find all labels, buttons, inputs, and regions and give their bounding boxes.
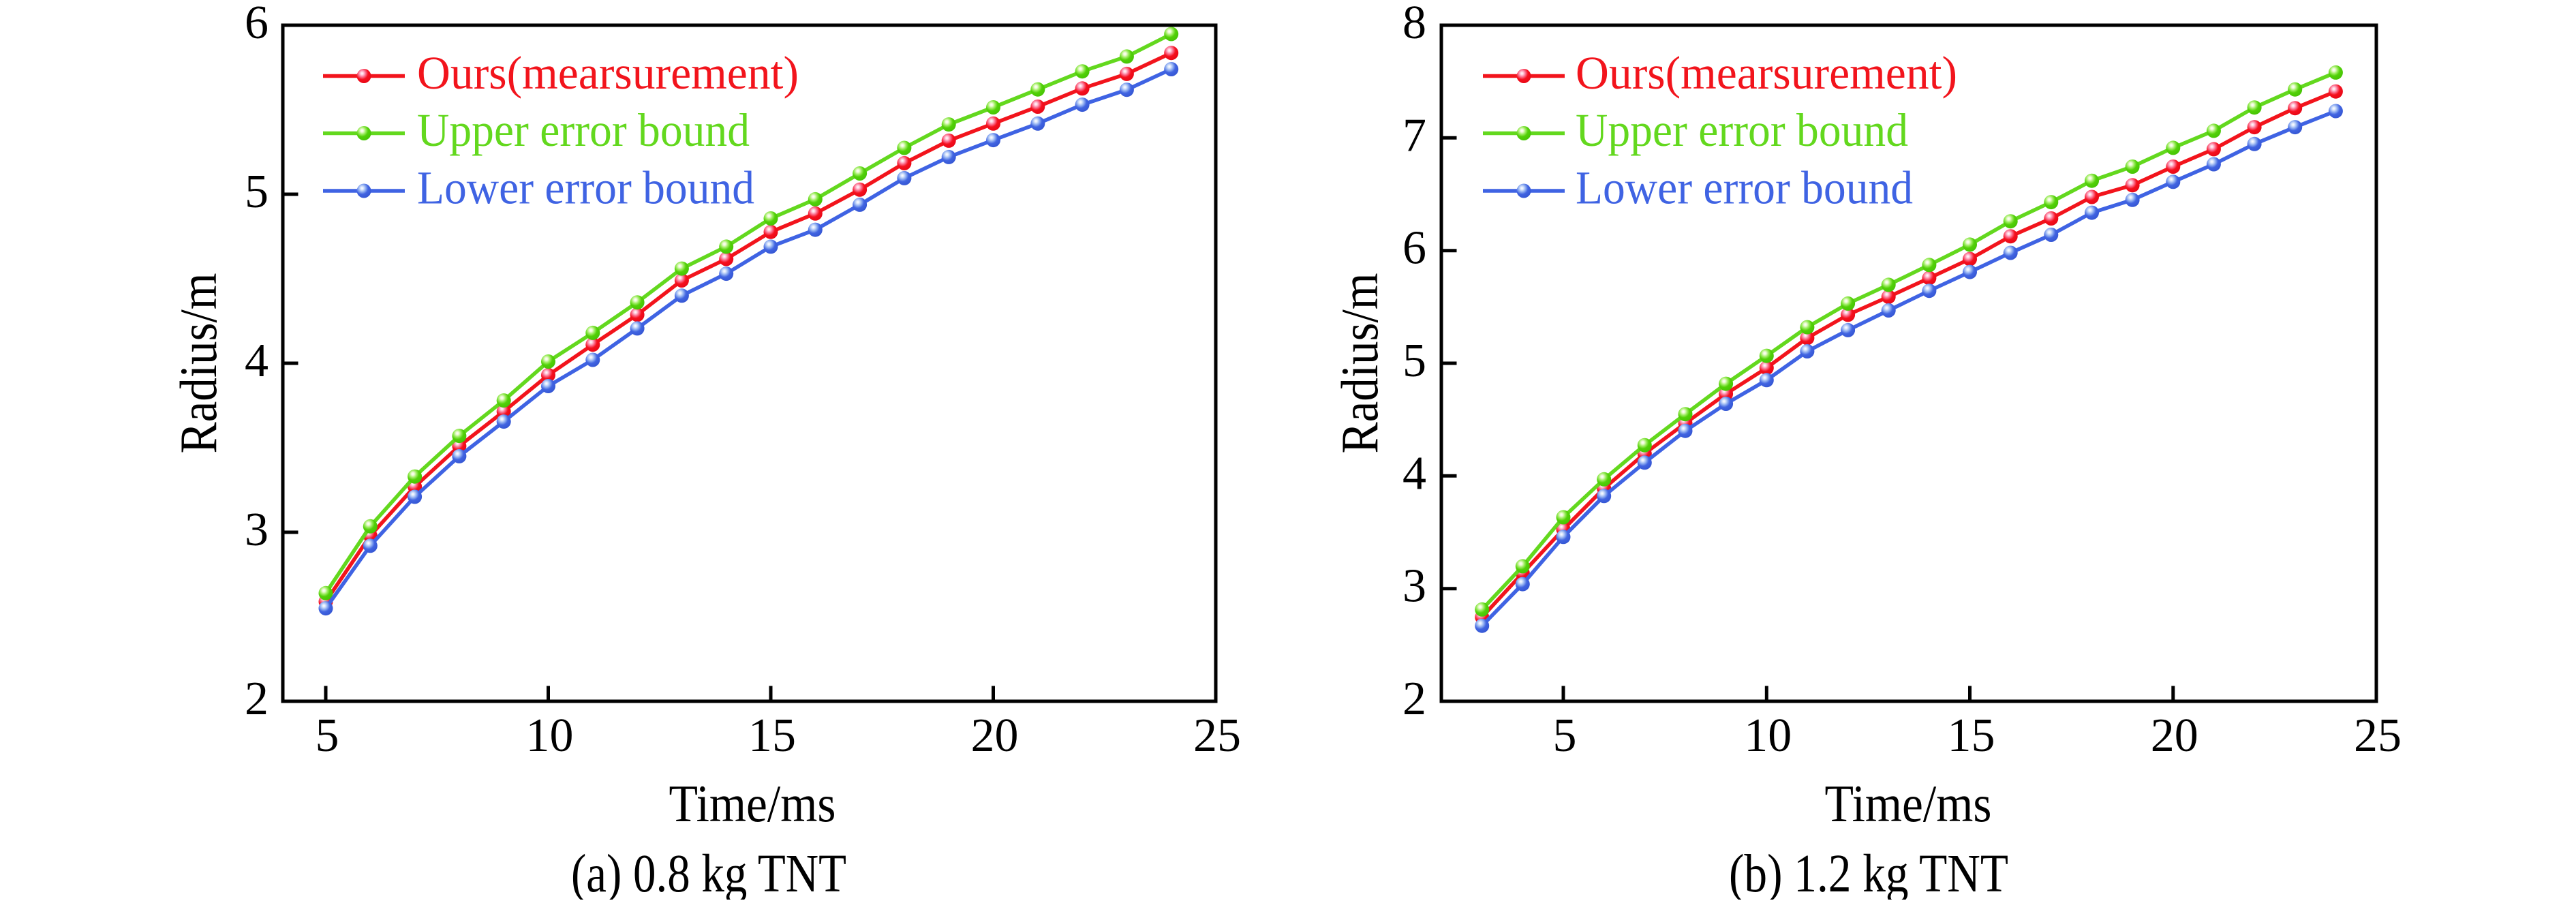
svg-text:20: 20 [2151,709,2198,762]
svg-text:2: 2 [245,673,269,725]
svg-text:Upper error bound: Upper error bound [417,104,750,156]
svg-text:4: 4 [1402,447,1426,500]
svg-text:4: 4 [245,335,269,387]
svg-text:5: 5 [316,709,339,762]
svg-text:2: 2 [1402,673,1426,725]
svg-text:(b) 1.2 kg TNT: (b) 1.2 kg TNT [1729,844,2008,900]
svg-text:25: 25 [1193,709,1241,762]
svg-text:Lower error bound: Lower error bound [417,162,754,214]
svg-text:(a) 0.8 kg TNT: (a) 0.8 kg TNT [571,844,846,900]
svg-text:5: 5 [1402,335,1426,387]
svg-text:5: 5 [1553,709,1577,762]
svg-text:Lower error bound: Lower error bound [1576,162,1913,214]
svg-text:3: 3 [245,504,269,556]
svg-text:3: 3 [1402,560,1426,613]
svg-text:15: 15 [1948,709,1995,762]
svg-text:Upper error bound: Upper error bound [1576,104,1908,156]
svg-text:Ours(mearsurement): Ours(mearsurement) [417,47,799,99]
svg-text:15: 15 [748,709,796,762]
svg-text:8: 8 [1402,0,1426,49]
svg-text:Radius/m: Radius/m [1330,273,1389,454]
svg-text:10: 10 [1744,709,1792,762]
svg-text:25: 25 [2354,709,2402,762]
svg-text:Time/ms: Time/ms [669,774,836,833]
svg-text:6: 6 [245,0,269,49]
svg-text:7: 7 [1402,109,1426,162]
svg-text:Radius/m: Radius/m [169,273,228,454]
svg-text:5: 5 [245,166,269,218]
svg-text:20: 20 [971,709,1019,762]
svg-text:6: 6 [1402,222,1426,275]
svg-text:Time/ms: Time/ms [1825,774,1992,833]
svg-text:Ours(mearsurement): Ours(mearsurement) [1576,47,1957,99]
svg-text:10: 10 [526,709,574,762]
